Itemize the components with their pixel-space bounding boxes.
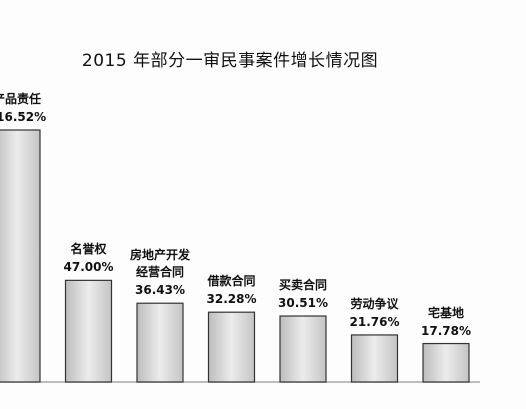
value-label: 47.00% xyxy=(63,260,114,275)
category-label: 劳动争议 xyxy=(350,296,399,311)
bar xyxy=(422,342,470,383)
bar xyxy=(64,279,113,383)
value-label: 17.78% xyxy=(421,323,471,338)
value-label: 36.43% xyxy=(135,283,185,298)
bar xyxy=(0,129,41,383)
value-label: 21.76% xyxy=(349,314,400,329)
bar xyxy=(279,315,327,383)
chart-title: 2015 年部分一审民事案件增长情况图 xyxy=(81,51,379,71)
bar xyxy=(136,302,184,383)
category-label: 产品责任 xyxy=(0,92,41,106)
value-label: 116.52% xyxy=(0,110,47,124)
value-label: 30.51% xyxy=(278,296,328,311)
category-label: 宅基地 xyxy=(427,305,464,320)
category-label: 借款合同 xyxy=(207,274,256,289)
category-label: 买卖合同 xyxy=(278,278,327,293)
bar xyxy=(350,334,399,383)
bar xyxy=(207,311,256,383)
category-label: 名誉权 xyxy=(70,242,107,257)
category-label: 房地产开发经营合同 xyxy=(129,248,190,280)
value-label: 32.28% xyxy=(206,292,257,307)
